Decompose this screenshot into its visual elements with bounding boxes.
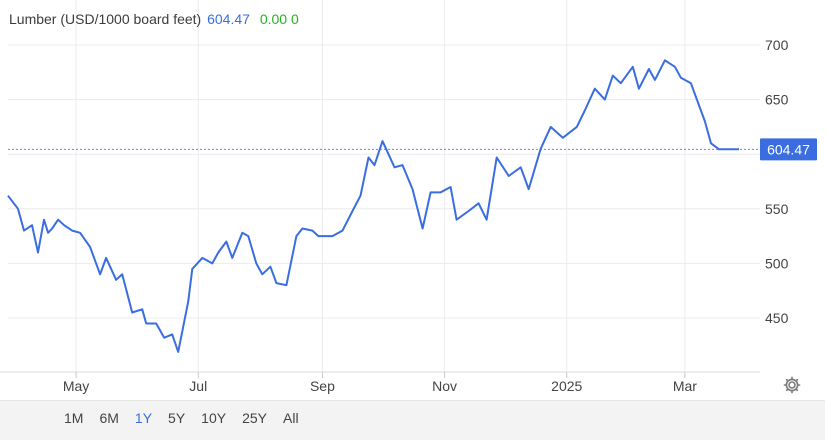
range-button-1y[interactable]: 1Y: [134, 410, 153, 426]
x-tick-label: Nov: [432, 378, 457, 394]
price-chart: 700 650 550 500 450 May Jul Sep Nov 2025 Mar 604.47: [0, 0, 817, 394]
range-button-5y[interactable]: 5Y: [168, 410, 186, 426]
chart-header: Lumber (USD/1000 board feet) 604.47 0.00…: [9, 11, 299, 27]
y-tick-label: 500: [765, 255, 789, 271]
instrument-name: Lumber (USD/1000 board feet): [9, 11, 202, 27]
x-tick-label: Sep: [310, 378, 335, 394]
price-tag-label: 604.47: [767, 141, 810, 157]
chart-area: 700 650 550 500 450 May Jul Sep Nov 2025 Mar 604.47…: [0, 0, 817, 395]
price-tag-box: [760, 138, 817, 161]
x-tick-label: Mar: [673, 378, 697, 394]
x-tick-label: 2025: [551, 378, 582, 394]
instrument-price: 604.47: [207, 11, 250, 27]
x-tick-label: Jul: [189, 378, 207, 394]
price-line: [7, 59, 739, 353]
x-tick-label: May: [63, 378, 89, 394]
range-button-6m[interactable]: 6M: [99, 410, 119, 426]
range-button-1m[interactable]: 1M: [64, 410, 84, 426]
y-tick-label: 450: [765, 310, 789, 326]
instrument-change: 0.00 0: [259, 11, 299, 27]
gear-icon[interactable]: [782, 375, 802, 395]
y-tick-label: 650: [765, 92, 789, 108]
range-bar: 1M 6M 1Y 5Y 10Y 25Y All: [0, 400, 825, 440]
range-button-10y[interactable]: 10Y: [201, 410, 227, 426]
y-tick-label: 700: [765, 37, 789, 53]
range-button-all[interactable]: All: [283, 410, 299, 426]
range-selector: 1M 6M 1Y 5Y 10Y 25Y All: [64, 410, 315, 426]
range-button-25y[interactable]: 25Y: [242, 410, 267, 426]
y-tick-label: 550: [765, 201, 789, 217]
